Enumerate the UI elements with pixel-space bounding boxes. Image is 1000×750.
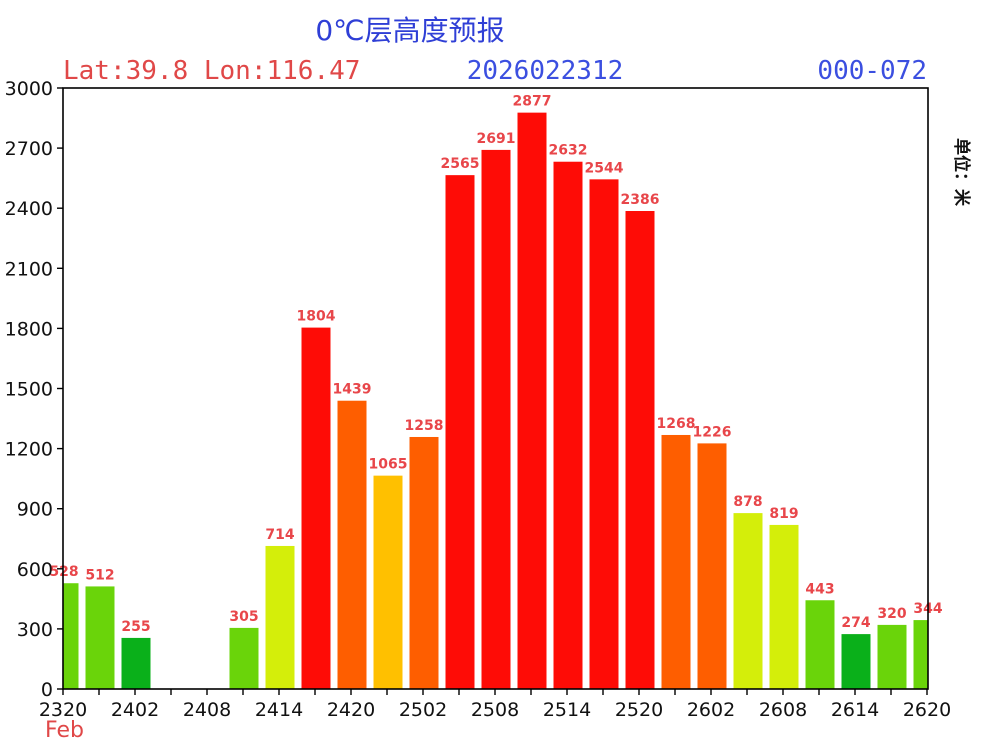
x-tick-label: 2420 (327, 699, 375, 721)
x-tick-label: 2520 (615, 699, 663, 721)
bar-value-label: 320 (877, 606, 906, 622)
bar (445, 175, 475, 689)
bar-value-label: 1439 (333, 382, 372, 398)
bar-value-label: 1268 (657, 416, 696, 432)
bar-value-label: 878 (733, 494, 762, 510)
y-tick-label: 1500 (5, 379, 53, 401)
bar (337, 400, 367, 689)
bar (805, 600, 835, 689)
bars-group (63, 112, 928, 690)
bar (85, 586, 115, 689)
bar (877, 624, 907, 689)
y-tick-label: 900 (17, 499, 53, 521)
y-tick-label: 1800 (5, 318, 53, 340)
y-tick-label: 2700 (5, 138, 53, 160)
x-tick-label: 2502 (399, 699, 447, 721)
bar (697, 443, 727, 689)
value-labels-group: 528 512 255 305 714 1804 1439 1065 1258 2565 2691 2… (49, 94, 942, 635)
x-tick-label: 2402 (111, 699, 159, 721)
y-tick-label: 0 (41, 679, 53, 701)
bar (625, 211, 655, 689)
bar-value-label: 512 (85, 567, 114, 583)
bar-value-label: 2565 (441, 156, 480, 172)
bar (841, 634, 871, 689)
bar (121, 637, 151, 689)
x-tick-label: 2608 (759, 699, 807, 721)
x-tick-label: 2414 (255, 699, 303, 721)
x-tick-label: 2614 (831, 699, 879, 721)
chart-title: 0℃层高度预报 (315, 14, 504, 47)
bar-value-label: 714 (265, 527, 294, 543)
bar (63, 583, 79, 689)
bar (553, 161, 583, 690)
bar (733, 513, 763, 689)
x-tick-label: 2508 (471, 699, 519, 721)
bar-value-label: 1804 (297, 309, 336, 325)
x-tick-label: 2408 (183, 699, 231, 721)
bar (229, 627, 259, 689)
bar-value-label: 305 (229, 609, 258, 625)
x-tick-label: 2320 (39, 699, 87, 721)
x-tick-label: 2514 (543, 699, 591, 721)
bar (769, 524, 799, 689)
bar-value-label: 2632 (549, 143, 588, 159)
init-time-label: 2026022312 (467, 56, 624, 86)
y-tick-label: 600 (17, 559, 53, 581)
bar-value-label: 2386 (621, 192, 660, 208)
y-tick-label: 1200 (5, 439, 53, 461)
bar-value-label: 274 (841, 615, 870, 631)
bar-value-label: 819 (769, 506, 798, 522)
bar (373, 475, 403, 689)
bar (913, 620, 928, 689)
bar-value-label: 255 (121, 619, 150, 635)
bar (265, 545, 295, 689)
month-label: Feb (45, 718, 84, 743)
bar-value-label: 528 (49, 564, 78, 580)
bar (517, 112, 547, 690)
unit-label: 单位：米 (951, 138, 972, 207)
bar-value-label: 1258 (405, 418, 444, 434)
bar-value-label: 2691 (477, 131, 516, 147)
bar-value-label: 2877 (513, 94, 552, 110)
x-tick-label: 2620 (903, 699, 951, 721)
bar-value-label: 1065 (369, 457, 408, 473)
bar-value-label: 2544 (585, 160, 624, 176)
y-tick-label: 3000 (5, 78, 53, 100)
bar-value-label: 443 (805, 581, 834, 597)
bar-value-label: 1226 (693, 424, 732, 440)
bar (661, 434, 691, 689)
bar (589, 179, 619, 690)
y-tick-label: 300 (17, 619, 53, 641)
y-tick-label: 2100 (5, 258, 53, 280)
x-tick-label: 2602 (687, 699, 735, 721)
bar (301, 327, 331, 689)
axes-group: 0 300 600 900 1200 1500 1800 2100 2400 2700 3000 23… (5, 78, 952, 721)
forecast-range-label: 000-072 (817, 56, 927, 86)
bar (409, 436, 439, 689)
location-label: Lat:39.8 Lon:116.47 (63, 56, 360, 86)
bar (481, 149, 511, 689)
y-tick-label: 2400 (5, 198, 53, 220)
